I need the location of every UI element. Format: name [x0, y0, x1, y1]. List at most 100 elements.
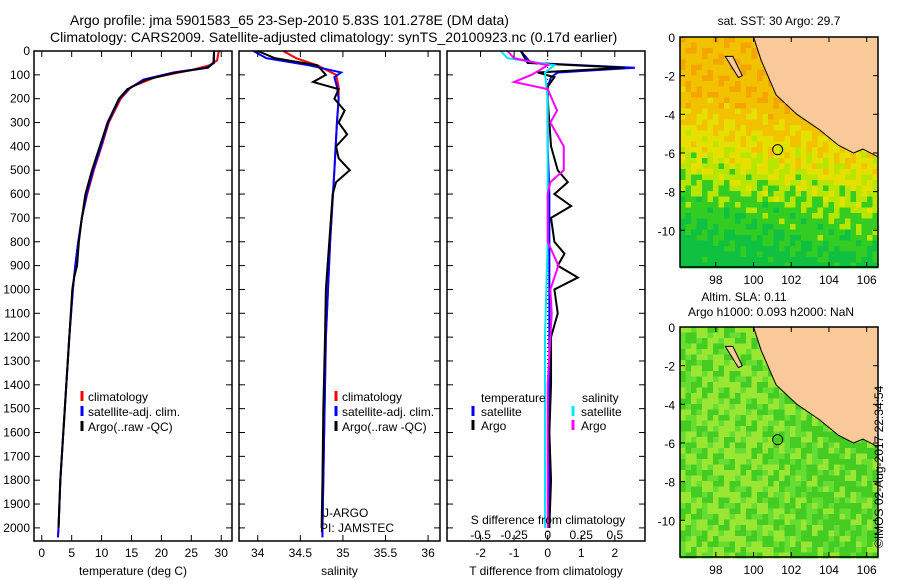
x-axis-label: temperature (deg C): [79, 564, 187, 578]
map-cell: [795, 251, 802, 258]
map-cell: [685, 125, 692, 131]
map-cell: [872, 257, 879, 263]
map-cell: [823, 470, 829, 476]
map-cell: [696, 530, 703, 537]
map-cell: [839, 202, 846, 208]
map-cell: [801, 541, 807, 548]
map-cell: [872, 185, 879, 192]
map-cell: [724, 349, 730, 355]
map-cell: [724, 207, 730, 214]
map-cell: [702, 152, 708, 159]
map-cell: [702, 251, 708, 258]
map-cell: [828, 464, 835, 471]
map-cell: [828, 530, 835, 537]
map-cell: [746, 508, 752, 515]
map-cell: [762, 470, 769, 476]
map-cell: [812, 141, 818, 148]
map-cell: [696, 130, 703, 137]
map-cell: [746, 426, 752, 432]
map-cell: [850, 202, 857, 208]
map-cell: [685, 409, 692, 416]
map-cell: [707, 376, 714, 383]
map-cell: [724, 486, 730, 493]
map-cell: [746, 169, 752, 175]
map-cell: [707, 475, 714, 482]
map-cell: [845, 240, 851, 247]
map-cell: [702, 431, 708, 438]
map-cell: [757, 64, 763, 71]
map-cell: [850, 213, 857, 219]
map-cell: [702, 475, 708, 482]
map-cell: [740, 103, 747, 109]
map-cell: [696, 437, 703, 443]
map-cell: [740, 448, 747, 454]
map-cell: [691, 213, 697, 219]
map-cell: [839, 224, 846, 230]
map-cell: [812, 481, 818, 487]
map-cell: [795, 453, 802, 460]
map-cell: [691, 262, 697, 269]
map-cell: [872, 251, 879, 258]
legend-label: satellite: [481, 405, 522, 419]
map-cell: [680, 147, 686, 153]
map-cell: [768, 251, 774, 258]
map-cell: [768, 240, 774, 247]
map-cell: [850, 262, 857, 269]
map-cell: [696, 180, 703, 186]
map-cell: [707, 180, 714, 186]
map-cell: [696, 229, 703, 236]
map-cell: [839, 229, 846, 236]
map-cell: [718, 180, 725, 186]
map-cell: [691, 371, 697, 377]
map-cell: [762, 136, 769, 142]
map-cell: [817, 130, 824, 137]
map-cell: [691, 481, 697, 487]
map-cell: [768, 470, 774, 476]
map-cell: [762, 191, 769, 197]
map-cell: [806, 185, 813, 192]
map-cell: [828, 213, 835, 219]
map-cell: [680, 426, 686, 432]
map-cell: [729, 437, 736, 443]
map-cell: [856, 481, 862, 487]
map-cell: [751, 426, 758, 432]
map-cell: [762, 486, 769, 493]
map-cell: [696, 147, 703, 153]
map-cell: [751, 343, 758, 350]
map-cell: [773, 536, 780, 542]
map-cell: [707, 332, 714, 339]
map-cell: [740, 365, 747, 372]
map-cell: [751, 431, 758, 438]
map-cell: [718, 240, 725, 247]
map-cell: [718, 158, 725, 164]
map-cell: [872, 497, 879, 504]
map-cell: [856, 240, 862, 247]
map-cell: [724, 365, 730, 372]
map-cell: [795, 431, 802, 438]
map-cell: [768, 426, 774, 432]
map-cell: [735, 541, 741, 548]
map-cell: [762, 70, 769, 76]
map-cell: [685, 508, 692, 515]
map-cell: [795, 536, 802, 542]
map-cell: [724, 246, 730, 252]
map-cell: [762, 448, 769, 454]
map-subtitle: Argo h1000: 0.093 h2000: NaN: [688, 305, 854, 319]
map-cell: [729, 169, 736, 175]
map-cell: [746, 59, 752, 65]
map-cell: [729, 114, 736, 120]
map-cell: [850, 191, 857, 197]
map-cell: [680, 354, 686, 361]
map-cell: [707, 136, 714, 142]
map-cell: [834, 514, 840, 520]
map-cell: [729, 459, 736, 465]
map-cell: [773, 158, 780, 164]
map-cell: [839, 257, 846, 263]
map-cell: [685, 97, 692, 104]
map-cell: [680, 541, 686, 548]
map-cell: [762, 382, 769, 388]
map-cell: [839, 147, 846, 153]
map-cell: [834, 508, 840, 515]
map-cell: [735, 262, 741, 269]
map-cell: [784, 448, 791, 454]
